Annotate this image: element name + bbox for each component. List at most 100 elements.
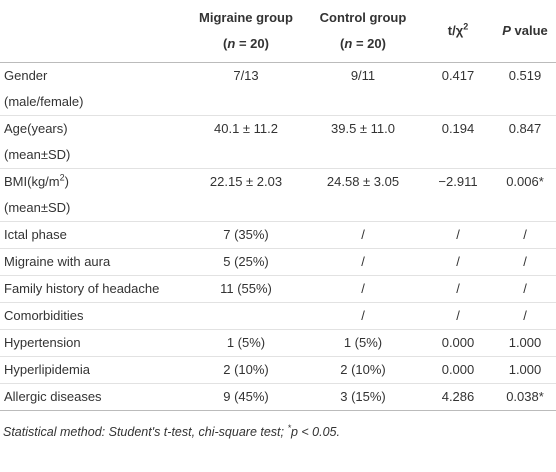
header-text: t/χ bbox=[447, 23, 464, 38]
table-cell: / bbox=[304, 302, 422, 330]
cell-text: 0.194 bbox=[441, 121, 475, 136]
table-cell: 0.038* bbox=[494, 383, 556, 411]
cell-text: / bbox=[523, 227, 527, 242]
table-cell: −2.911 bbox=[422, 168, 494, 222]
row-label: Gender (male/female) bbox=[0, 62, 188, 116]
cell-text: 0.038* bbox=[506, 389, 544, 404]
label-text: ) bbox=[64, 174, 69, 189]
table-cell: / bbox=[304, 248, 422, 276]
label-sub: (mean±SD) bbox=[4, 147, 71, 162]
header-text: Control group bbox=[319, 10, 407, 25]
table-row: Comorbidities / / / bbox=[0, 302, 556, 330]
table-cell: 0.000 bbox=[422, 329, 494, 357]
cell-text: / bbox=[523, 308, 527, 323]
table-row: Hypertension 1 (5%) 1 (5%) 0.000 1.000 bbox=[0, 329, 556, 357]
cell-text: 39.5 ± 11.0 bbox=[331, 121, 395, 136]
table-row: Age(years) (mean±SD) 40.1 ± 11.2 39.5 ± 11.… bbox=[0, 115, 556, 169]
row-label: Age(years) (mean±SD) bbox=[0, 115, 188, 169]
table-cell: / bbox=[304, 221, 422, 249]
header-text: P bbox=[502, 23, 511, 38]
data-table: Migraine group (n = 20) Control group (n =… bbox=[0, 0, 556, 411]
table-cell: 4.286 bbox=[422, 383, 494, 411]
footnote: Statistical method: Student's t-test, ch… bbox=[0, 411, 556, 439]
label-text: Gender bbox=[4, 68, 48, 83]
row-label: Family history of headache bbox=[0, 275, 188, 303]
table-cell: 0.006* bbox=[494, 168, 556, 222]
cell-text: 2 (10%) bbox=[223, 362, 269, 377]
cell-text: / bbox=[523, 254, 527, 269]
table-cell: 0.194 bbox=[422, 115, 494, 169]
label-text: Migraine with aura bbox=[4, 254, 111, 269]
cell-text: / bbox=[456, 254, 460, 269]
label-text: Hyperlipidemia bbox=[4, 362, 90, 377]
table-cell: / bbox=[304, 275, 422, 303]
header-text: Migraine group bbox=[199, 10, 293, 25]
table-cell: 1.000 bbox=[494, 356, 556, 384]
table-cell: 39.5 ± 11.0 bbox=[304, 115, 422, 169]
table-cell: 0.519 bbox=[494, 62, 556, 116]
table-row: BMI(kg/m2) (mean±SD) 22.15 ± 2.03 24.58 ± 3… bbox=[0, 168, 556, 222]
cell-text: 22.15 ± 2.03 bbox=[209, 174, 283, 189]
table-cell: 0.847 bbox=[494, 115, 556, 169]
table-body: Gender (male/female) 7/13 9/11 0.417 0.519 Age… bbox=[0, 62, 556, 411]
table-cell: 0.417 bbox=[422, 62, 494, 116]
cell-text: / bbox=[361, 281, 365, 296]
row-label: Hypertension bbox=[0, 329, 188, 357]
table-cell: 1 (5%) bbox=[188, 329, 304, 357]
cell-text: 0.006* bbox=[506, 174, 544, 189]
header-text: n bbox=[227, 36, 236, 51]
label-text: Allergic diseases bbox=[4, 389, 102, 404]
header-cell bbox=[0, 0, 188, 63]
cell-text: 0.000 bbox=[441, 335, 475, 350]
header-text: value bbox=[510, 23, 548, 38]
row-label: Hyperlipidemia bbox=[0, 356, 188, 384]
table-cell: / bbox=[422, 302, 494, 330]
header-text: ( bbox=[223, 36, 228, 51]
header-text: = 20) bbox=[235, 36, 269, 51]
table-row: Allergic diseases 9 (45%) 3 (15%) 4.286 0.03… bbox=[0, 383, 556, 411]
label-text: Family history of headache bbox=[4, 281, 160, 296]
cell-text: 0.000 bbox=[441, 362, 475, 377]
header-cell: Control group (n = 20) bbox=[304, 0, 422, 63]
cell-text: 5 (25%) bbox=[223, 254, 269, 269]
label-text: Age(years) bbox=[4, 121, 68, 136]
label-text: Hypertension bbox=[4, 335, 81, 350]
row-label: Allergic diseases bbox=[0, 383, 188, 411]
label-text: Comorbidities bbox=[4, 308, 84, 323]
footnote-text: Statistical method: Student's t-test, ch… bbox=[3, 425, 288, 439]
cell-text: 40.1 ± 11.2 bbox=[214, 121, 278, 136]
table-cell: 9 (45%) bbox=[188, 383, 304, 411]
label-sub: (mean±SD) bbox=[4, 200, 71, 215]
cell-text: 0.519 bbox=[508, 68, 542, 83]
cell-text: 2 (10%) bbox=[340, 362, 386, 377]
label-text: BMI(kg/m bbox=[4, 174, 60, 189]
table-cell: 2 (10%) bbox=[304, 356, 422, 384]
table-cell: 24.58 ± 3.05 bbox=[304, 168, 422, 222]
table-cell: / bbox=[494, 275, 556, 303]
cell-text: 7 (35%) bbox=[223, 227, 269, 242]
header-text: = 20) bbox=[352, 36, 386, 51]
table-row: Ictal phase 7 (35%) / / / bbox=[0, 221, 556, 249]
footnote-text: p < 0.05. bbox=[290, 425, 340, 439]
table-cell: 1.000 bbox=[494, 329, 556, 357]
header-cell: Migraine group (n = 20) bbox=[188, 0, 304, 63]
table-cell: / bbox=[422, 221, 494, 249]
row-label: BMI(kg/m2) (mean±SD) bbox=[0, 168, 188, 222]
table-cell: 0.000 bbox=[422, 356, 494, 384]
label-sub: (male/female) bbox=[4, 94, 84, 109]
cell-text: −2.911 bbox=[438, 174, 478, 189]
header-row: Migraine group (n = 20) Control group (n =… bbox=[0, 0, 556, 63]
cell-text: 4.286 bbox=[441, 389, 475, 404]
row-label: Migraine with aura bbox=[0, 248, 188, 276]
header-cell: t/χ2 bbox=[422, 0, 494, 63]
cell-text: 1.000 bbox=[508, 335, 542, 350]
cell-text: 1.000 bbox=[508, 362, 542, 377]
cell-text: 1 (5%) bbox=[343, 335, 383, 350]
row-label: Comorbidities bbox=[0, 302, 188, 330]
cell-text: / bbox=[361, 308, 365, 323]
table-cell: 3 (15%) bbox=[304, 383, 422, 411]
row-label: Ictal phase bbox=[0, 221, 188, 249]
cell-text: 0.417 bbox=[441, 68, 475, 83]
table-row: Migraine with aura 5 (25%) / / / bbox=[0, 248, 556, 276]
